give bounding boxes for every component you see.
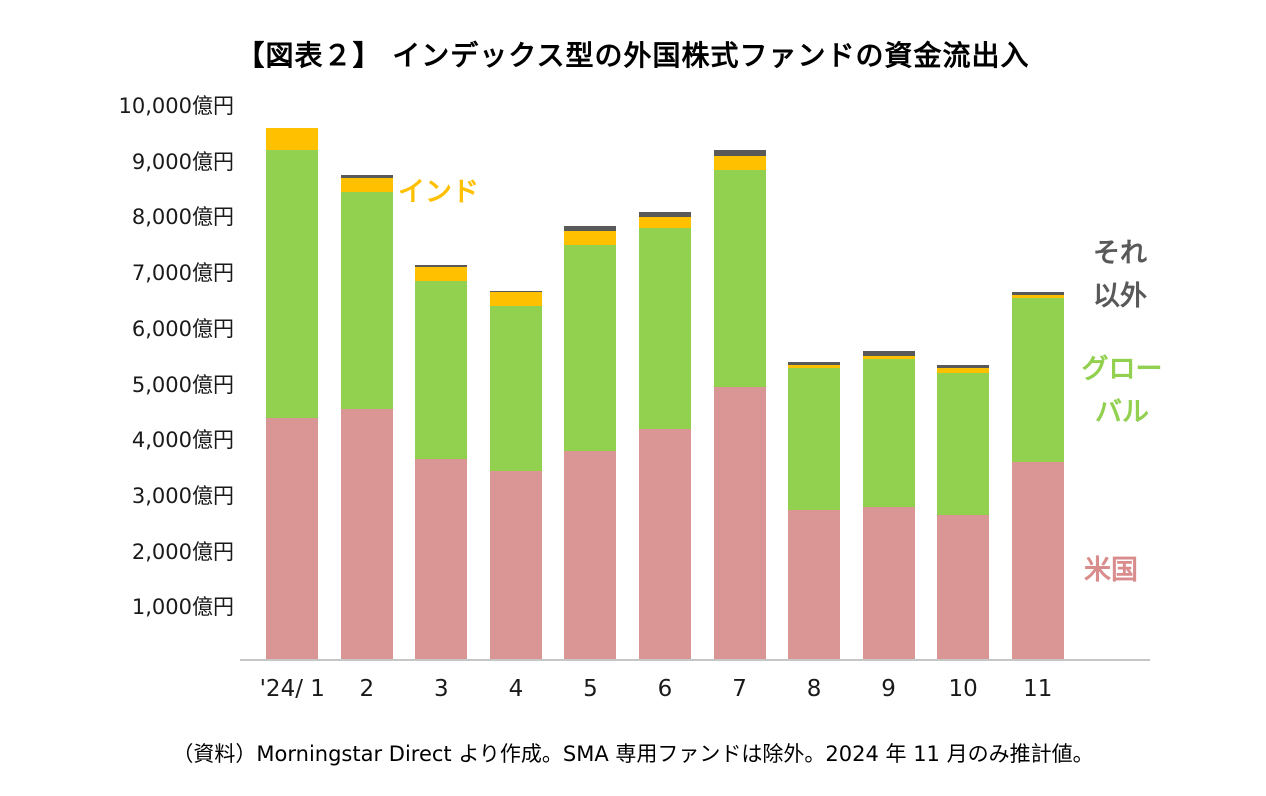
bar-segment-global [340,192,393,410]
legend-label-us: 米国 [1084,555,1138,586]
bar-segment-us [713,387,766,660]
y-tick-label: 5,000億円 [131,372,234,397]
bar-segment-us [862,506,915,660]
source-note: （資料）Morningstar Direct より作成。SMA 専用ファンドは除… [172,742,1094,766]
bar-segment-us [937,515,990,660]
bar-segment-other [489,290,542,293]
bar-segment-india [788,364,841,368]
bar-segment-us [415,459,468,660]
x-tick-label: '24/ 1 [259,676,325,702]
legend-label-india: インド [398,177,479,208]
bar-column [639,103,691,660]
bar-segment-global [639,228,691,429]
bar-segment-india [937,367,990,374]
x-tick-label: 11 [1023,676,1053,702]
bar-column [788,103,841,660]
bar-segment-global [788,367,841,510]
y-tick-label: 4,000億円 [131,428,234,453]
bar-segment-global [266,150,319,418]
bar-segment-us [489,470,542,660]
x-tick-label: 7 [732,676,747,702]
x-axis-line [240,659,1150,661]
x-tick-label: 4 [508,676,524,702]
bar-segment-india [1011,295,1064,298]
bar-segment-other [937,364,990,368]
x-tick-label: 9 [881,676,896,702]
bar-segment-us [1011,462,1064,660]
bar-column [862,103,915,660]
y-tick-label: 2,000億円 [131,539,234,564]
y-tick-label: 10,000億円 [118,94,234,118]
bar-segment-global [937,373,990,516]
bar-segment-global [489,306,542,471]
bar-column [266,103,319,660]
bar-segment-us [639,428,691,660]
bar-column [1011,103,1064,660]
legend-label-other: それ 以外 [1080,232,1160,318]
y-tick-label: 3,000億円 [131,483,234,508]
legend-label-other-line1: それ [1093,238,1147,269]
legend-label-global: グロー バル [1080,348,1164,434]
bar-segment-india [266,128,319,151]
bar-segment-india [489,292,542,307]
x-tick-label: 3 [434,676,449,702]
bar-segment-us [564,451,617,660]
bar-column [340,103,393,660]
bar-segment-us [788,509,841,660]
bar-column [564,103,617,660]
bar-segment-other [415,264,468,268]
y-tick-label: 1,000億円 [131,595,234,620]
bar-segment-india [564,231,617,246]
bar-segment-india [639,217,691,229]
bar-segment-other [788,362,841,365]
bar-segment-global [415,281,468,460]
bar-column [713,103,766,660]
x-tick-label: 2 [359,676,375,702]
y-tick-label: 6,000億円 [131,316,234,341]
bar-segment-india [415,267,468,282]
y-tick-label: 7,000億円 [131,261,234,286]
bar-segment-other [564,225,617,232]
x-tick-label: 10 [948,676,978,702]
chart-title: 【図表２】 インデックス型の外国株式ファンドの資金流出入 [236,39,1030,72]
bar-segment-india [713,155,766,170]
bar-column [937,103,990,660]
bar-segment-global [564,245,617,452]
x-tick-label: 5 [583,676,598,702]
bar-column [415,103,468,660]
bar-segment-global [862,359,915,507]
bar-segment-other [639,211,691,218]
legend-label-global-line1: グロー [1081,354,1163,385]
bar-column [489,103,542,660]
bar-segment-india [862,356,915,360]
legend-label-global-line2: バル [1095,397,1149,428]
bar-segment-other [1011,292,1064,296]
y-tick-label: 9,000億円 [131,149,234,174]
y-tick-label: 8,000億円 [131,205,234,230]
bar-segment-global [713,169,766,388]
legend-label-other-line2: 以外 [1093,281,1147,312]
bar-segment-india [340,178,393,193]
bar-segment-other [340,175,393,179]
x-tick-label: 6 [657,676,673,702]
bar-segment-other [713,150,766,156]
x-tick-label: 8 [806,676,822,702]
bar-segment-global [1011,297,1064,463]
bar-segment-other [862,350,915,357]
bar-segment-us [266,417,319,660]
bar-segment-us [340,409,393,660]
